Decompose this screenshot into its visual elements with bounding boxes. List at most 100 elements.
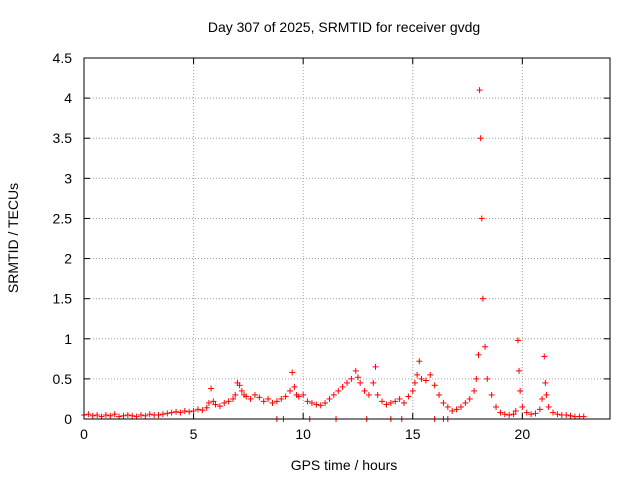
data-point xyxy=(539,395,546,402)
data-point xyxy=(107,412,114,419)
data-point xyxy=(545,403,552,410)
data-point xyxy=(339,383,346,390)
data-point xyxy=(405,393,412,400)
data-point xyxy=(488,391,495,398)
data-point xyxy=(225,398,232,405)
data-point xyxy=(344,379,350,386)
data-point xyxy=(512,407,519,414)
data-point xyxy=(516,367,523,374)
y-tick-label: 4.5 xyxy=(53,50,73,66)
data-series-gvdg xyxy=(81,87,587,422)
data-point xyxy=(418,375,425,382)
data-point xyxy=(372,363,379,370)
data-point xyxy=(383,401,390,408)
data-point xyxy=(414,371,421,378)
data-point xyxy=(313,401,320,408)
data-point xyxy=(173,408,180,415)
data-point xyxy=(422,377,429,384)
data-point xyxy=(199,407,206,414)
data-point xyxy=(278,395,285,402)
data-point xyxy=(295,393,302,400)
y-tick-label: 1.5 xyxy=(53,291,73,307)
data-point xyxy=(471,387,478,394)
data-point xyxy=(111,411,118,418)
data-point xyxy=(326,395,333,402)
data-point xyxy=(387,399,394,406)
data-point xyxy=(357,379,364,386)
data-point xyxy=(203,404,210,411)
data-point xyxy=(317,402,324,409)
data-point xyxy=(506,411,513,418)
data-point xyxy=(550,409,557,416)
data-point xyxy=(186,408,193,415)
plot-frame xyxy=(83,57,611,420)
data-point xyxy=(517,387,524,394)
data-point xyxy=(477,135,484,142)
y-tick-label: 4 xyxy=(64,90,72,106)
data-point xyxy=(269,399,276,406)
axis-ticks: 0 5 10 15 20 0 0.5 1 1.5 2 2.5 3 3.5 4 4.5 xyxy=(53,50,610,442)
data-point xyxy=(265,395,272,402)
data-point xyxy=(216,403,223,410)
data-point xyxy=(352,367,359,374)
x-tick-label: 20 xyxy=(515,426,531,442)
data-point xyxy=(335,387,342,394)
y-tick-label: 0 xyxy=(64,411,72,427)
data-point xyxy=(238,387,245,394)
x-tick-label: 10 xyxy=(295,426,311,442)
data-point xyxy=(159,411,166,418)
chart-title: Day 307 of 2025, SRMTID for receiver gvd… xyxy=(208,19,480,35)
data-point xyxy=(478,215,485,222)
data-point xyxy=(247,395,254,402)
data-point xyxy=(519,403,526,410)
data-point xyxy=(308,399,315,406)
data-point xyxy=(168,409,175,416)
data-point xyxy=(177,409,184,416)
data-point xyxy=(354,374,361,381)
data-point xyxy=(142,412,149,419)
data-point xyxy=(400,399,407,406)
y-tick-label: 2 xyxy=(64,251,72,267)
data-point xyxy=(457,403,464,410)
data-point xyxy=(230,395,237,402)
data-point xyxy=(348,375,355,382)
data-point xyxy=(256,394,263,401)
data-point xyxy=(563,411,570,418)
y-axis-label: SRMTID / TECUs xyxy=(5,183,21,293)
data-point xyxy=(89,412,96,419)
data-point xyxy=(475,351,482,358)
data-point xyxy=(205,399,212,406)
data-point xyxy=(379,398,386,405)
data-point xyxy=(194,406,201,413)
data-point xyxy=(466,395,473,402)
data-point xyxy=(190,407,197,414)
x-tick-label: 15 xyxy=(405,426,421,442)
data-point xyxy=(370,379,377,386)
data-point xyxy=(260,398,267,405)
grid xyxy=(83,57,610,420)
data-point xyxy=(236,382,243,389)
data-point xyxy=(554,411,561,418)
data-point xyxy=(374,391,381,398)
data-point xyxy=(251,391,258,398)
y-tick-label: 3 xyxy=(64,170,72,186)
data-point xyxy=(291,383,298,390)
y-tick-label: 2.5 xyxy=(53,210,73,226)
data-point xyxy=(287,387,294,394)
data-point xyxy=(411,379,418,386)
x-tick-label: 5 xyxy=(190,426,198,442)
data-point xyxy=(102,411,109,418)
data-point xyxy=(542,379,549,386)
data-point xyxy=(361,387,368,394)
data-point xyxy=(476,87,483,94)
data-point xyxy=(94,411,101,418)
data-point xyxy=(493,403,500,410)
data-point xyxy=(482,343,489,350)
data-point xyxy=(541,353,548,360)
data-point xyxy=(282,393,289,400)
data-point xyxy=(453,406,460,413)
data-point xyxy=(543,391,550,398)
data-point xyxy=(392,398,399,405)
